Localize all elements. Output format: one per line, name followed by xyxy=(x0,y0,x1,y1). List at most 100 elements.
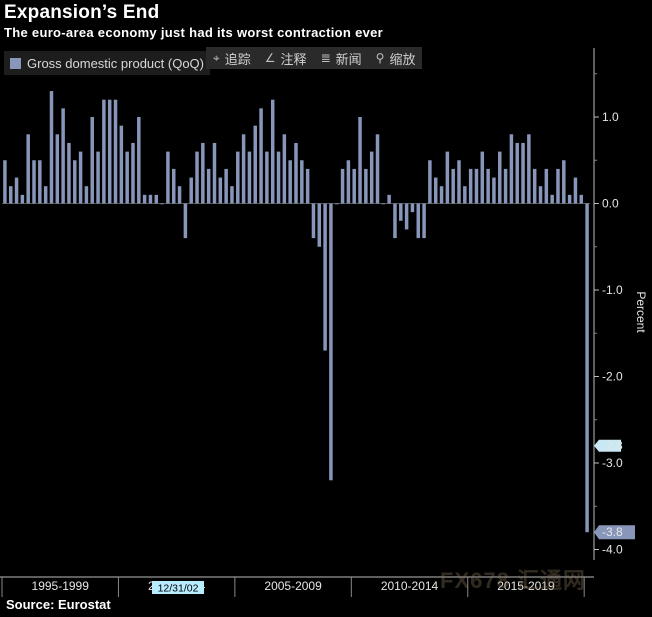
bar xyxy=(468,168,473,204)
bar xyxy=(451,168,455,204)
value-callout-label: -3.8 xyxy=(602,525,623,539)
x-tick-label: 2015-2019 xyxy=(497,579,555,593)
bar xyxy=(369,151,374,204)
annotate-button[interactable]: ∠ 注释 xyxy=(258,47,314,69)
hover-date-label: 12/31/02 xyxy=(158,583,199,595)
bar xyxy=(393,203,397,239)
bar xyxy=(282,134,287,204)
x-tick-label: 2010-2014 xyxy=(381,579,439,593)
bar xyxy=(265,151,269,204)
bar xyxy=(317,203,322,247)
crosshair-icon: ⌖ xyxy=(213,50,220,65)
x-tick-label: 1995-1999 xyxy=(32,579,90,593)
bar xyxy=(43,186,48,204)
bar xyxy=(55,134,60,204)
annotate-label: 注释 xyxy=(280,51,307,67)
bar xyxy=(201,142,205,204)
bar xyxy=(364,168,368,204)
y-tick-label: -3.0 xyxy=(602,456,623,470)
bar xyxy=(113,99,118,204)
bar xyxy=(253,125,257,204)
bar xyxy=(585,203,589,533)
bar xyxy=(8,186,13,204)
bar xyxy=(26,134,30,204)
bar xyxy=(340,168,345,204)
bar xyxy=(329,203,333,481)
track-label: 追踪 xyxy=(224,51,251,67)
bar xyxy=(375,134,380,204)
bar xyxy=(125,151,129,204)
bar xyxy=(73,160,77,204)
y-tick-label: 1.0 xyxy=(602,110,619,124)
y-tick-label: 0.0 xyxy=(602,197,619,211)
chart-title: Expansion’s End xyxy=(4,2,160,23)
bar xyxy=(445,151,450,204)
bar xyxy=(78,151,83,204)
bar xyxy=(486,168,490,204)
pencil-icon: ∠ xyxy=(264,51,276,65)
bar xyxy=(67,142,71,204)
zoom-button[interactable]: ⚲ 缩放 xyxy=(369,47,423,69)
bar xyxy=(550,194,554,204)
legend[interactable]: Gross domestic product (QoQ) xyxy=(4,51,210,75)
bar xyxy=(492,177,496,204)
bar xyxy=(538,186,543,204)
bar xyxy=(270,99,275,204)
chart-toolbar: ⌖ 追踪 ∠ 注释 ≣ 新闻 ⚲ 缩放 xyxy=(206,47,423,69)
bar xyxy=(562,160,566,204)
y-tick-label: -2.0 xyxy=(602,370,623,384)
bar xyxy=(61,108,65,204)
bar xyxy=(177,186,182,204)
track-button[interactable]: ⌖ 追踪 xyxy=(206,47,258,69)
bar xyxy=(556,168,560,204)
bar xyxy=(463,186,467,204)
bar xyxy=(515,142,519,204)
bar xyxy=(107,99,112,204)
news-icon: ≣ xyxy=(320,51,331,65)
bar xyxy=(148,194,153,204)
bar xyxy=(457,160,461,204)
bar xyxy=(416,203,420,239)
bar xyxy=(96,151,100,204)
bar xyxy=(154,194,159,204)
bar xyxy=(247,151,252,204)
bar xyxy=(189,177,193,204)
bar xyxy=(579,194,584,204)
bar xyxy=(527,134,531,204)
bar xyxy=(532,168,537,204)
bar xyxy=(358,117,362,204)
bar xyxy=(410,203,415,213)
value-callout xyxy=(594,525,635,540)
bar xyxy=(498,151,502,204)
value-callout-label: -2.8 xyxy=(602,439,623,453)
bar xyxy=(399,203,403,221)
bar xyxy=(119,125,124,204)
bar xyxy=(218,177,223,204)
bar xyxy=(294,142,298,204)
bar xyxy=(241,134,246,204)
bar xyxy=(323,203,327,351)
bar xyxy=(521,142,525,204)
bar xyxy=(84,186,89,204)
bar xyxy=(224,168,228,204)
bar xyxy=(20,194,25,204)
y-tick-label: -1.0 xyxy=(602,283,623,297)
bar xyxy=(439,186,444,204)
bar xyxy=(131,142,135,204)
bar xyxy=(166,151,170,204)
zoom-icon: ⚲ xyxy=(375,51,385,65)
chart-subtitle: The euro-area economy just had its worst… xyxy=(4,25,384,40)
news-button[interactable]: ≣ 新闻 xyxy=(314,47,369,69)
bar xyxy=(567,194,572,204)
bar xyxy=(544,168,549,204)
y-tick-label: -4.0 xyxy=(602,543,623,557)
bar xyxy=(160,203,164,205)
bar xyxy=(3,160,7,204)
bar xyxy=(381,203,386,205)
bar xyxy=(428,160,432,204)
bar xyxy=(288,160,292,204)
bar xyxy=(172,168,176,204)
bar xyxy=(404,203,409,230)
watermark-logo: FX678 汇通网 xyxy=(440,568,586,593)
